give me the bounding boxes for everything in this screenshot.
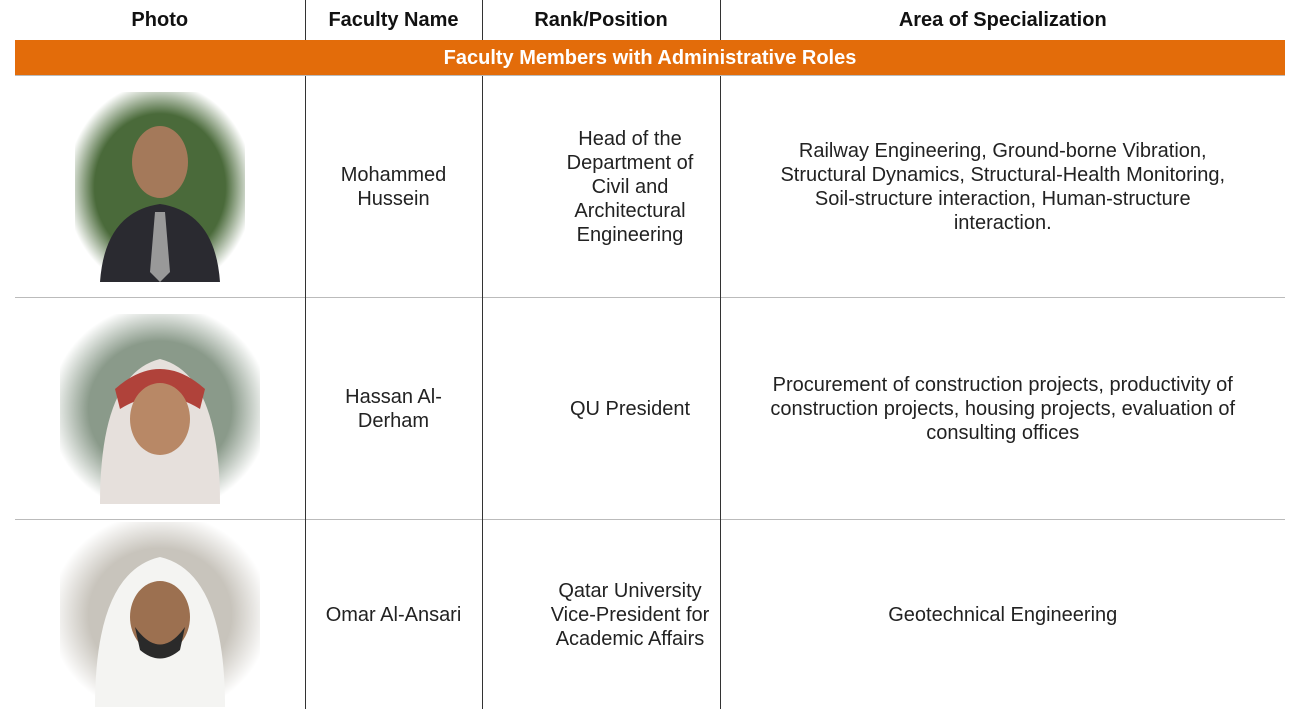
section-title: Faculty Members with Administrative Role…	[15, 40, 1285, 76]
photo-cell	[15, 75, 305, 298]
photo	[74, 91, 245, 282]
rank: QU President	[481, 297, 720, 520]
faculty-row: Hassan Al-Derham QU President Procuremen…	[15, 297, 1285, 520]
specialization: Procurement of construction projects, pr…	[719, 297, 1285, 520]
photo-cell	[15, 519, 305, 709]
faculty-name: Mohammed Hussein	[304, 75, 482, 298]
faculty-table: Photo Faculty Name Rank/Position Area of…	[15, 0, 1285, 709]
header-cell: Area of Specialization	[719, 0, 1285, 40]
photo	[59, 313, 260, 504]
header-cell: Rank/Position	[481, 0, 720, 40]
rank: Qatar University Vice-President for Acad…	[481, 519, 720, 709]
photo	[59, 522, 260, 707]
section-row: Faculty Members with Administrative Role…	[15, 40, 1285, 76]
rank: Head of the Department of Civil and Arch…	[481, 75, 720, 298]
specialization: Railway Engineering, Ground-borne Vibrat…	[719, 75, 1285, 298]
photo-cell	[15, 297, 305, 520]
header-row: Photo Faculty Name Rank/Position Area of…	[15, 0, 1285, 40]
specialization: Geotechnical Engineering	[719, 519, 1285, 709]
faculty-name: Hassan Al-Derham	[304, 297, 482, 520]
faculty-name: Omar Al-Ansari	[304, 519, 482, 709]
header-cell: Faculty Name	[304, 0, 482, 40]
faculty-row: Omar Al-Ansari Qatar University Vice-Pre…	[15, 519, 1285, 709]
faculty-row: Mohammed Hussein Head of the Department …	[15, 75, 1285, 298]
header-cell: Photo	[131, 9, 189, 31]
